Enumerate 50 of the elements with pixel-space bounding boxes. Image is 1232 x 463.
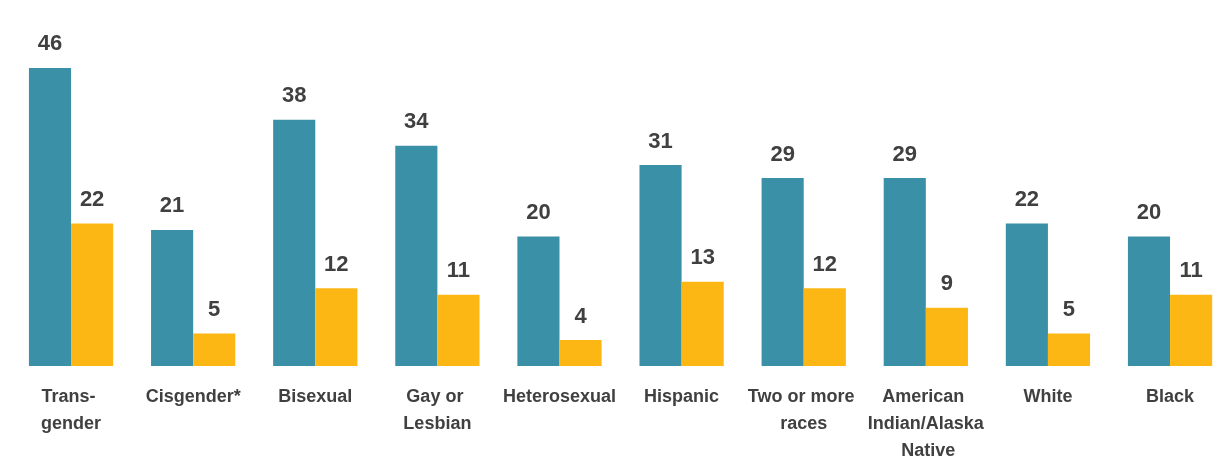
data-label: 29	[770, 140, 795, 166]
bar	[1005, 223, 1048, 366]
bar	[315, 288, 358, 366]
x-tick-label: Cisgender*	[145, 385, 241, 406]
data-label: 21	[159, 192, 185, 218]
data-label: 38	[281, 82, 307, 108]
x-tick-label: Bisexual	[278, 385, 353, 406]
data-label: 9	[940, 270, 954, 296]
bar	[151, 229, 194, 366]
data-label: 11	[1179, 257, 1203, 283]
bar	[193, 333, 236, 366]
bar	[28, 67, 72, 366]
bar	[803, 288, 846, 366]
data-label: 29	[892, 140, 917, 166]
data-label: 22	[1014, 185, 1040, 211]
x-tick-label: White	[1023, 385, 1073, 406]
bar	[559, 340, 602, 366]
bar	[437, 294, 480, 366]
x-tick-label: Hispanic	[644, 385, 720, 406]
bar	[273, 119, 316, 366]
data-label: 20	[1136, 198, 1162, 224]
x-tick-label: Black	[1146, 385, 1196, 406]
data-label: 46	[37, 30, 63, 56]
bar	[925, 307, 968, 366]
bar	[517, 236, 560, 366]
x-tick-label: Gay or Lesbian	[403, 385, 472, 433]
bar	[639, 165, 682, 366]
data-label: 13	[690, 244, 715, 270]
bar	[1047, 333, 1091, 366]
bar	[71, 223, 114, 366]
data-label: 11	[446, 257, 471, 283]
bar	[883, 178, 926, 366]
bar	[761, 178, 804, 366]
data-label: 12	[812, 250, 838, 276]
data-label: 22	[79, 185, 105, 211]
bar	[1127, 236, 1171, 366]
data-label: 5	[1062, 296, 1076, 322]
bar	[1170, 294, 1213, 366]
x-tick-label: Trans- gender	[41, 385, 102, 433]
data-label: 5	[208, 296, 221, 322]
x-tick-label: American Indian/Alaska Native	[867, 385, 985, 460]
data-label: 12	[324, 250, 349, 276]
bar	[681, 281, 724, 366]
data-label: 31	[648, 127, 673, 153]
x-tick-label: Two or more races	[747, 385, 860, 433]
data-label: 20	[526, 198, 551, 224]
x-tick-label: Heterosexual	[502, 385, 617, 406]
data-label: 34	[404, 108, 430, 134]
data-label: 4	[574, 302, 588, 328]
bar	[395, 145, 438, 366]
